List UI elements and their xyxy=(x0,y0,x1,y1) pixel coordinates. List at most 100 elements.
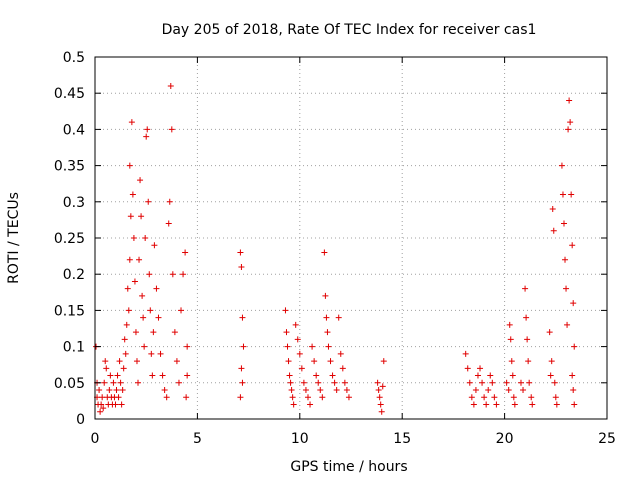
data-point xyxy=(487,372,494,379)
data-point xyxy=(470,401,477,408)
data-point xyxy=(103,365,110,372)
data-point xyxy=(523,314,530,321)
data-point xyxy=(166,198,173,205)
data-point xyxy=(327,358,334,365)
data-point xyxy=(127,213,134,220)
data-point xyxy=(157,350,164,357)
data-point xyxy=(132,329,139,336)
data-point xyxy=(528,394,535,401)
data-point xyxy=(309,343,316,350)
data-point xyxy=(335,314,342,321)
data-point xyxy=(285,358,292,365)
data-point xyxy=(508,358,515,365)
grid-lines xyxy=(95,57,607,419)
y-tick-label: 0.5 xyxy=(63,50,85,66)
data-point xyxy=(468,394,475,401)
data-point xyxy=(331,379,338,386)
data-point xyxy=(569,242,576,249)
data-point xyxy=(474,372,481,379)
data-point xyxy=(146,271,153,278)
data-point xyxy=(106,387,113,394)
data-point xyxy=(304,394,311,401)
data-point xyxy=(565,126,572,133)
y-tick-label: 0.15 xyxy=(54,303,85,319)
y-axis-label: ROTI / TECUs xyxy=(6,192,22,284)
data-point xyxy=(569,372,576,379)
data-point xyxy=(171,329,178,336)
data-point xyxy=(481,394,488,401)
data-point xyxy=(379,383,386,390)
data-point xyxy=(517,379,524,386)
data-point xyxy=(483,401,490,408)
data-point xyxy=(117,379,124,386)
y-tick-label: 0 xyxy=(76,412,85,428)
data-point xyxy=(302,387,309,394)
data-point xyxy=(560,220,567,227)
data-point xyxy=(564,321,571,328)
data-point xyxy=(548,358,555,365)
data-point xyxy=(558,162,565,169)
data-point xyxy=(570,300,577,307)
data-point xyxy=(284,343,291,350)
data-point xyxy=(173,358,180,365)
data-point xyxy=(97,408,104,415)
y-tick-label: 0.45 xyxy=(54,86,85,102)
data-point xyxy=(136,256,143,263)
data-point xyxy=(131,278,138,285)
data-point xyxy=(324,329,331,336)
data-point xyxy=(546,329,553,336)
data-point xyxy=(167,82,174,89)
x-tick-label: 10 xyxy=(291,431,309,447)
data-point xyxy=(562,256,569,263)
data-point xyxy=(126,256,133,263)
data-point xyxy=(180,271,187,278)
data-point xyxy=(159,372,166,379)
data-point xyxy=(239,314,246,321)
data-point xyxy=(317,387,324,394)
data-point xyxy=(568,191,575,198)
data-point xyxy=(145,198,152,205)
data-point xyxy=(183,394,190,401)
y-tick-label: 0.4 xyxy=(63,122,85,138)
data-point xyxy=(184,343,191,350)
data-point xyxy=(141,343,148,350)
data-point xyxy=(549,206,556,213)
data-point xyxy=(570,387,577,394)
data-point xyxy=(524,336,531,343)
data-point xyxy=(100,405,107,412)
y-tick-label: 0.3 xyxy=(63,195,85,211)
y-tick-label: 0.05 xyxy=(54,376,85,392)
data-point xyxy=(341,379,348,386)
data-point xyxy=(380,358,387,365)
data-point xyxy=(525,358,532,365)
y-tick-label: 0.25 xyxy=(54,231,85,247)
data-point xyxy=(110,379,117,386)
data-points xyxy=(93,82,578,415)
data-point xyxy=(493,401,500,408)
data-point xyxy=(133,358,140,365)
data-point xyxy=(175,379,182,386)
data-point xyxy=(559,191,566,198)
data-point xyxy=(125,307,132,314)
data-point xyxy=(566,97,573,104)
data-point xyxy=(571,401,578,408)
data-point xyxy=(375,387,382,394)
data-point xyxy=(163,394,170,401)
data-point xyxy=(288,387,295,394)
y-tick-label: 0.2 xyxy=(63,267,85,283)
data-point xyxy=(282,307,289,314)
data-point xyxy=(165,220,172,227)
data-point xyxy=(151,242,158,249)
data-point xyxy=(116,358,123,365)
data-point xyxy=(169,271,176,278)
data-point xyxy=(294,336,301,343)
data-point xyxy=(126,162,133,169)
data-point xyxy=(511,401,518,408)
data-point xyxy=(307,401,314,408)
data-point xyxy=(551,379,558,386)
data-point xyxy=(547,372,554,379)
data-point xyxy=(182,249,189,256)
data-point xyxy=(552,394,559,401)
data-point xyxy=(112,401,119,408)
